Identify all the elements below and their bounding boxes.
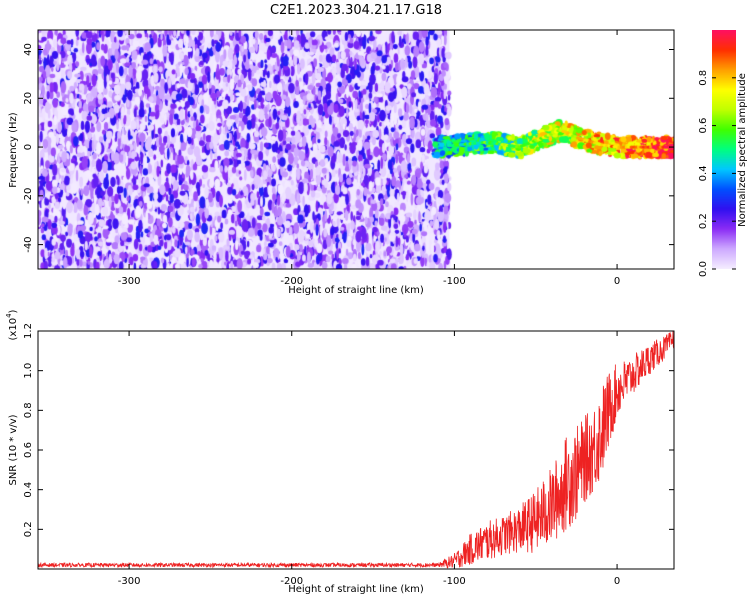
colorbar-tick-label: 0.4 (698, 165, 709, 181)
svg-text:(x104): (x104) (5, 309, 19, 340)
spectrogram-xlabel: Height of straight line (km) (288, 285, 424, 296)
colorbar-tick-label: 0.8 (698, 70, 709, 86)
snr-ytick-label: 0.2 (23, 521, 34, 537)
spectrogram-xtick-label: -100 (443, 276, 466, 287)
snr-ytick-label: 1.2 (23, 323, 34, 339)
snr-xtick-label: -300 (118, 576, 141, 587)
spectrogram-xtick-label: 0 (614, 276, 620, 287)
spectrogram-frame (37, 29, 675, 270)
snr-ytick-label: 0.6 (23, 442, 34, 458)
colorbar-tick-label: 0.0 (698, 261, 709, 277)
spectrogram-image-container (38, 30, 674, 269)
snr-ytick-label: 0.4 (23, 482, 34, 498)
snr-xtick-label: 0 (614, 576, 620, 587)
snr-ytick-label: 1.0 (23, 363, 34, 379)
spectrogram-ytick-label: -20 (23, 188, 34, 204)
snr-scale-exponent: 4 (5, 313, 13, 318)
colorbar-tick-label: 0.6 (698, 118, 709, 134)
spectrogram-ylabel: Frequency (Hz) (8, 112, 19, 188)
snr-xtick-label: -200 (280, 576, 303, 587)
spectrogram-ytick-label: 20 (23, 92, 34, 105)
colorbar-ticks: 0.0 0.2 0.4 0.6 0.8 (698, 70, 736, 277)
spectrogram-image (38, 30, 674, 269)
snr-scale-suffix: ) (8, 309, 19, 313)
colorbar-label: Normalized spectral amplitude (737, 73, 748, 227)
spectrogram-xtick-label: -300 (118, 276, 141, 287)
figure-title: C2E1.2023.304.21.17.G18 (270, 3, 442, 18)
spectrogram-ytick-label: -40 (23, 236, 34, 252)
colorbar: 0.0 0.2 0.4 0.6 0.8 Normalized spectral ampl… (698, 30, 748, 277)
spectrogram-ytick-label: 0 (23, 144, 34, 150)
snr-xtick-label: -100 (443, 576, 466, 587)
snr-scale-factor: (x104) (5, 309, 19, 340)
snr-xlabel: Height of straight line (km) (288, 584, 424, 595)
snr-ytick-label: 0.8 (23, 402, 34, 418)
colorbar-gradient (712, 30, 736, 269)
snr-ylabel: SNR (10 * v/v) (8, 414, 19, 485)
colorbar-tick-label: 0.2 (698, 213, 709, 229)
spectrogram-ytick-label: 40 (23, 43, 34, 56)
colorbar-gradient-container (712, 30, 736, 269)
snr-panel: -300 -200 -100 0 0.2 0.4 0.6 0.8 1.0 1.2 Height o… (5, 309, 675, 595)
snr-series-line (37, 331, 675, 569)
spectrogram-xtick-label: -200 (280, 276, 303, 287)
snr-scale-prefix: (x10 (8, 318, 19, 341)
snr-ticks: -300 -200 -100 0 0.2 0.4 0.6 0.8 1.0 1.2 (23, 323, 674, 587)
